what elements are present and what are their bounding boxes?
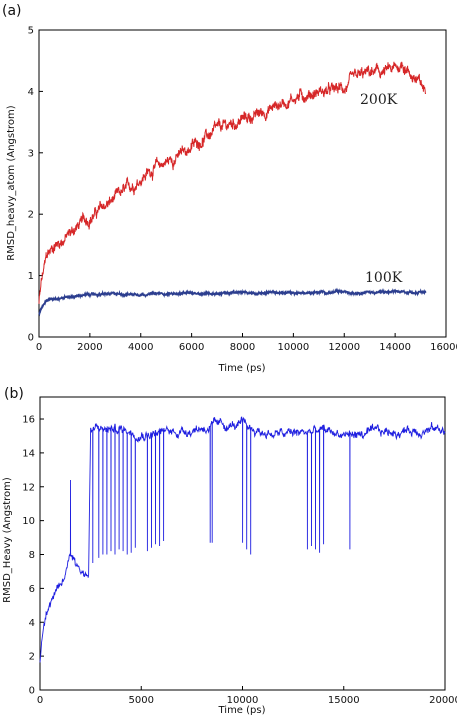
x-axis-label-a: Time (ps) — [217, 363, 265, 374]
chart-a: (a) 0 2000 4000 6000 8000 10000 12000 14000 1600… — [2, 3, 457, 374]
series-label-100k: 100K — [365, 270, 403, 286]
x-tick-label-b-0: 0 — [37, 695, 43, 706]
x-tick-label-a-5: 10000 — [277, 342, 309, 353]
series-label-200k: 200K — [360, 92, 398, 108]
panel-label-a: (a) — [2, 3, 22, 19]
y-tick-label-b-1: 2 — [29, 652, 35, 663]
series-lines-a — [38, 61, 427, 317]
x-tick-label-a-4: 8000 — [230, 342, 255, 353]
y-ticks-b: 0 2 4 6 8 10 12 14 16 — [22, 415, 44, 697]
series-line-a-0 — [38, 61, 427, 304]
y-tick-label-a-3: 3 — [28, 148, 34, 159]
y-ticks-a: 0 1 2 3 4 5 — [28, 26, 43, 344]
y-tick-label-b-2: 4 — [29, 618, 35, 629]
y-tick-label-b-4: 8 — [29, 550, 35, 561]
y-tick-label-a-5: 5 — [28, 26, 34, 37]
panel-label-b: (b) — [4, 386, 24, 402]
y-tick-label-b-8: 16 — [22, 415, 35, 426]
x-tick-label-a-1: 2000 — [77, 342, 102, 353]
series-lines-b — [39, 416, 446, 663]
x-tick-label-b-2: 10000 — [227, 695, 259, 706]
x-tick-label-b-1: 5000 — [129, 695, 154, 706]
series-line-a-1 — [38, 287, 427, 317]
y-tick-label-b-0: 0 — [29, 686, 35, 697]
x-tick-label-a-2: 4000 — [128, 342, 153, 353]
y-tick-label-a-2: 2 — [28, 210, 34, 221]
y-axis-label-a: RMSD_heavy_atom (Angstrom) — [6, 105, 17, 260]
x-tick-label-a-7: 14000 — [379, 342, 411, 353]
y-tick-label-a-0: 0 — [28, 333, 34, 344]
y-tick-label-b-5: 10 — [22, 516, 35, 527]
x-tick-label-b-3: 15000 — [328, 695, 360, 706]
x-axis-label-b: Time (ps) — [217, 705, 265, 716]
y-tick-label-b-7: 14 — [22, 448, 35, 459]
y-tick-label-b-6: 12 — [22, 482, 35, 493]
y-tick-label-a-4: 4 — [28, 87, 34, 98]
x-tick-label-a-3: 6000 — [179, 342, 204, 353]
y-axis-label-b: RMSD_Heavy (Angstrom) — [2, 477, 13, 603]
y-tick-label-b-3: 6 — [29, 584, 35, 595]
series-line-b-0 — [39, 416, 446, 663]
y-tick-label-a-1: 1 — [28, 271, 34, 282]
x-tick-label-a-0: 0 — [36, 342, 42, 353]
x-tick-label-a-6: 12000 — [328, 342, 360, 353]
